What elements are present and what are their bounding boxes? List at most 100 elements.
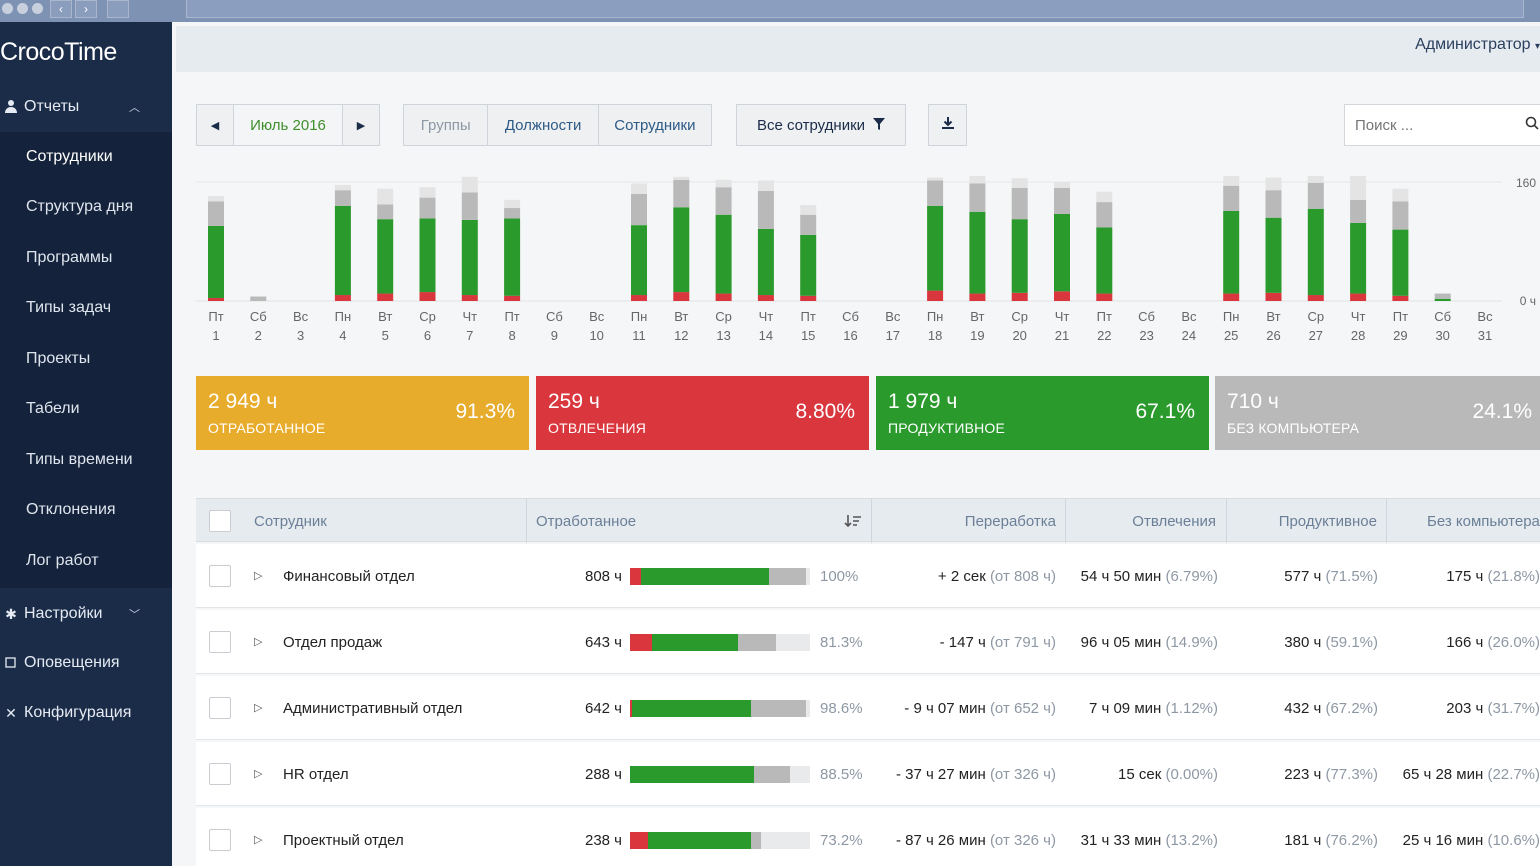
next-period-button[interactable]: ▶ [342, 104, 380, 146]
chart-bar-gray [927, 180, 944, 206]
table-row[interactable]: ▷ Отдел продаж 643 ч 81.3% - 147 ч (от 7… [196, 610, 1540, 674]
sidebar-item-time-types[interactable]: Типы времени [26, 451, 133, 468]
row-checkbox[interactable] [209, 829, 231, 851]
chart-x-tick-day: 27 [1309, 328, 1323, 343]
row-worked: 642 ч [584, 699, 622, 717]
expand-icon[interactable]: ▷ [254, 636, 263, 648]
col-no-computer[interactable]: Без компьютера [1427, 512, 1540, 530]
reports-submenu: Сотрудники Структура дня Программы Типы … [0, 132, 172, 588]
sidebar-item-employees[interactable]: Сотрудники [26, 148, 113, 165]
chart-bar-light [1392, 188, 1409, 202]
expand-icon[interactable]: ▷ [254, 702, 263, 714]
row-checkbox[interactable] [209, 697, 231, 719]
search-icon [1525, 116, 1539, 130]
tab-employees[interactable]: Сотрудники [614, 116, 696, 134]
row-productive: 181 ч [1284, 831, 1322, 849]
sidebar-item-projects[interactable]: Проекты [26, 350, 91, 367]
user-icon [0, 99, 22, 116]
address-bar[interactable] [186, 0, 1524, 18]
chart-bar-green [1054, 213, 1070, 292]
col-overtime[interactable]: Переработка [964, 512, 1056, 530]
expand-icon[interactable]: ▷ [254, 570, 263, 582]
bar-no-computer [750, 700, 807, 717]
column-divider [526, 499, 527, 543]
chart-x-tick-weekday: Ср [419, 309, 436, 324]
row-name[interactable]: Проектный отдел [283, 831, 404, 849]
chart-bar-green [673, 207, 690, 293]
maximize-window-dot[interactable] [32, 3, 43, 14]
minimize-window-dot[interactable] [17, 3, 28, 14]
chart-bar-gray [1223, 185, 1240, 212]
chart-bar-light [969, 176, 986, 184]
sidebar-group-settings[interactable]: ✱ Настройки ﹀ [0, 596, 172, 632]
table-row[interactable]: ▷ Проектный отдел 238 ч 73.2% - 87 ч 26 … [196, 808, 1540, 866]
browser-back-button[interactable]: ‹ [50, 0, 72, 18]
chart-x-tick-weekday: Ср [1011, 309, 1028, 324]
row-worked: 288 ч [584, 765, 622, 783]
chart-x-tick-day: 15 [801, 328, 815, 343]
row-no-computer: 175 ч [1446, 567, 1484, 585]
browser-sidebar-button[interactable] [107, 0, 129, 18]
bar-no-computer [750, 832, 762, 849]
sidebar-item-programs[interactable]: Программы [26, 249, 113, 266]
employee-filter-button[interactable]: Все сотрудники [736, 104, 906, 146]
row-checkbox[interactable] [209, 631, 231, 653]
search-input[interactable] [1345, 105, 1505, 145]
col-distractions[interactable]: Отвлечения [1132, 512, 1216, 530]
expand-icon[interactable]: ▷ [254, 768, 263, 780]
sidebar-group-reports[interactable]: Отчеты ︿ [0, 89, 172, 125]
row-productive: 432 ч [1284, 699, 1322, 717]
row-worked-bar [630, 634, 810, 651]
table-row[interactable]: ▷ HR отдел 288 ч 88.5% - 37 ч 27 мин (от… [196, 742, 1540, 806]
card-distractions[interactable]: 259 ч ОТВЛЕЧЕНИЯ 8.80% [536, 376, 869, 450]
row-no-computer: 65 ч 28 мин [1402, 765, 1484, 783]
user-menu[interactable]: Администратор ▾ [1415, 36, 1540, 54]
chart-x-tick-weekday: Вт [674, 309, 688, 324]
chart-bar-green [1307, 208, 1324, 296]
col-worked[interactable]: Отработанное [536, 512, 637, 530]
col-productive[interactable]: Продуктивное [1278, 512, 1377, 530]
browser-forward-button[interactable]: › [75, 0, 97, 18]
chart-bar-light [800, 205, 817, 215]
sidebar-group-configuration[interactable]: ✕ Конфигурация [0, 695, 172, 731]
filter-icon [873, 117, 886, 134]
close-window-dot[interactable] [2, 3, 13, 14]
row-name[interactable]: HR отдел [283, 765, 349, 783]
row-no-computer: 25 ч 16 мин [1402, 831, 1484, 849]
expand-icon[interactable]: ▷ [254, 834, 263, 846]
card-worked[interactable]: 2 949 ч ОТРАБОТАННОЕ 91.3% [196, 376, 529, 450]
chart-x-tick-weekday: Пт [801, 309, 816, 324]
row-name[interactable]: Финансовый отдел [283, 567, 415, 585]
bar-distraction [630, 568, 641, 585]
chart-bar-light [631, 183, 647, 194]
chart-x-tick-weekday: Чт [1351, 309, 1366, 324]
period-label[interactable]: Июль 2016 [233, 104, 343, 146]
card-no-computer[interactable]: 710 ч БЕЗ КОМПЬЮТЕРА 24.1% [1215, 376, 1540, 450]
chart-bar-green [377, 219, 394, 294]
table-row[interactable]: ▷ Финансовый отдел 808 ч 100% + 2 сек (о… [196, 544, 1540, 608]
row-name[interactable]: Отдел продаж [283, 633, 383, 651]
prev-period-button[interactable]: ◀ [196, 104, 234, 146]
col-employee[interactable]: Сотрудник [254, 512, 327, 530]
tab-groups[interactable]: Группы [404, 105, 489, 145]
chart-bar-gray [461, 192, 478, 220]
row-checkbox[interactable] [209, 565, 231, 587]
tab-positions[interactable]: Должности [488, 105, 599, 145]
row-no-computer-pct: (10.6%) [1487, 831, 1540, 849]
sidebar-group-notifications[interactable]: Оповещения [0, 645, 172, 681]
card-productive[interactable]: 1 979 ч ПРОДУКТИВНОЕ 67.1% [876, 376, 1209, 450]
sidebar-item-deviations[interactable]: Отклонения [26, 501, 116, 518]
sidebar-item-timesheets[interactable]: Табели [26, 400, 80, 417]
download-button[interactable] [928, 104, 967, 146]
row-overtime-base: (от 808 ч) [989, 567, 1056, 585]
sidebar-item-task-types[interactable]: Типы задач [26, 299, 112, 316]
chart-bar-green [504, 218, 521, 296]
sidebar-item-day-structure[interactable]: Структура дня [26, 198, 134, 215]
table-row[interactable]: ▷ Административный отдел 642 ч 98.6% - 9… [196, 676, 1540, 740]
sort-desc-icon[interactable] [844, 499, 862, 543]
chart-bar-gray [504, 208, 521, 219]
row-name[interactable]: Административный отдел [283, 699, 463, 717]
row-checkbox[interactable] [209, 763, 231, 785]
sidebar-item-work-log[interactable]: Лог работ [26, 552, 99, 569]
select-all-checkbox[interactable] [209, 510, 231, 532]
